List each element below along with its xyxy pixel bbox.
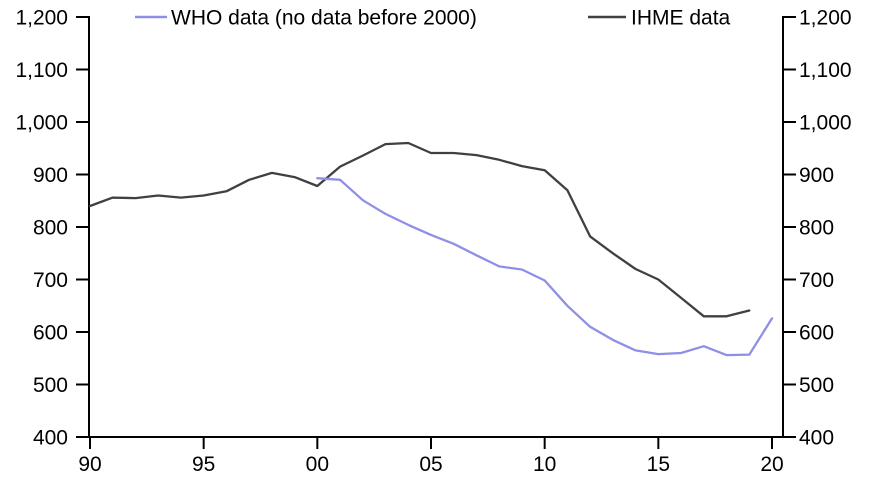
legend-label-who: WHO data (no data before 2000) bbox=[171, 7, 477, 30]
y-axis-tick-label-left: 500 bbox=[33, 374, 68, 397]
y-axis-tick-label-right: 1,100 bbox=[799, 59, 852, 82]
x-axis-tick-label: 00 bbox=[306, 453, 329, 476]
legend: WHO data (no data before 2000) IHME data bbox=[135, 7, 731, 30]
y-axis-tick-label-left: 1,100 bbox=[15, 59, 68, 82]
axes: 400 400 500 500 600 600 700 700 800 800 900 900 1,00… bbox=[15, 7, 851, 477]
y-axis-tick-label-right: 700 bbox=[799, 269, 834, 292]
x-axis-tick-label: 20 bbox=[760, 453, 783, 476]
y-axis-tick-label-left: 800 bbox=[33, 217, 68, 240]
y-axis-tick-label-right: 400 bbox=[799, 427, 834, 450]
legend-label-ihme: IHME data bbox=[631, 7, 731, 30]
y-axis-tick-label-right: 1,200 bbox=[799, 7, 852, 30]
y-axis-tick-label-right: 800 bbox=[799, 217, 834, 240]
x-axis-tick-label: 15 bbox=[647, 453, 670, 476]
x-axis-tick-label: 95 bbox=[192, 453, 215, 476]
y-axis-tick-label-left: 900 bbox=[33, 164, 68, 187]
x-axis-tick-label: 10 bbox=[533, 453, 556, 476]
y-axis-tick-label-right: 900 bbox=[799, 164, 834, 187]
series-lines bbox=[88, 141, 774, 357]
y-axis-tick-label-right: 1,000 bbox=[799, 112, 852, 135]
y-axis-tick-label-left: 400 bbox=[33, 427, 68, 450]
y-axis-tick-label-right: 500 bbox=[799, 374, 834, 397]
y-axis-tick-label-left: 1,000 bbox=[15, 112, 68, 135]
who-data-line bbox=[316, 177, 774, 357]
ihme-data-line bbox=[88, 141, 751, 318]
x-axis-tick-label: 90 bbox=[78, 453, 101, 476]
y-axis-tick-label-left: 600 bbox=[33, 322, 68, 345]
y-axis-tick-label-left: 700 bbox=[33, 269, 68, 292]
y-axis-tick-label-left: 1,200 bbox=[15, 7, 68, 30]
x-axis-tick-label: 05 bbox=[419, 453, 442, 476]
y-axis-tick-label-right: 600 bbox=[799, 322, 834, 345]
